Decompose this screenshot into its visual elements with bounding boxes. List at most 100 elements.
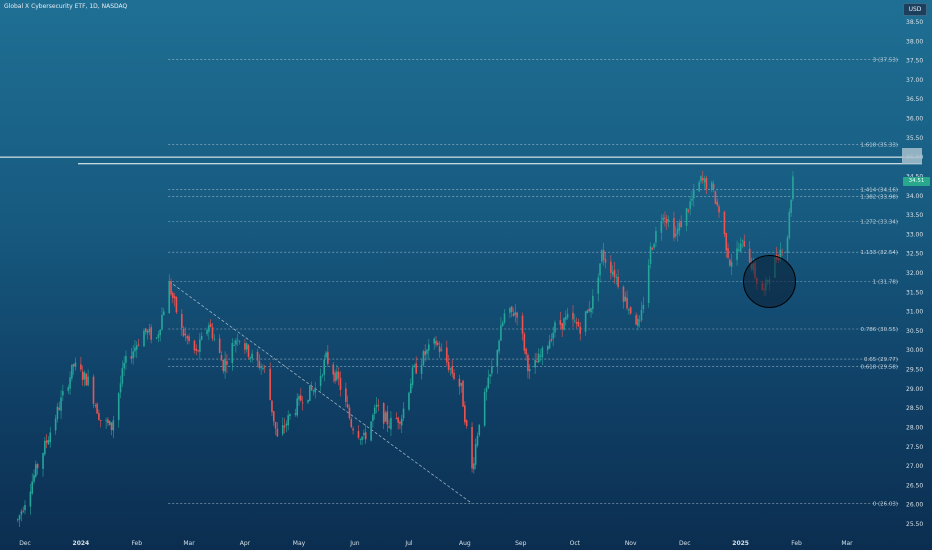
highlight-circle[interactable] (742, 254, 796, 308)
candle-body (664, 217, 666, 219)
candle-body (692, 189, 695, 199)
candle-body (345, 388, 347, 403)
candle-body (231, 342, 234, 364)
candle-body (110, 422, 113, 431)
candle-body (577, 321, 580, 327)
candle-body (487, 377, 490, 389)
x-tick-label: Aug (459, 540, 471, 547)
candle-body (332, 364, 335, 375)
candle-body (372, 414, 374, 421)
candle-body (339, 378, 342, 390)
candle-body (546, 346, 549, 350)
candle-body (712, 184, 715, 189)
candle-body (462, 380, 464, 407)
candle-body (193, 340, 196, 351)
candle-body (736, 248, 738, 260)
candle-body (31, 481, 34, 494)
candle-body (390, 417, 392, 430)
candle-body (729, 259, 731, 266)
candle-body (655, 231, 657, 243)
candle-body (628, 309, 630, 311)
candle-body (476, 435, 479, 446)
candle-body (604, 259, 607, 263)
candle-body (35, 464, 37, 477)
candle-body (460, 383, 463, 386)
candle-body (36, 464, 39, 469)
candle-body (741, 239, 744, 242)
fib-level-label: 0.65 (29.77) (864, 357, 898, 363)
candle-body (572, 312, 574, 320)
candle-body (528, 369, 531, 372)
candle-body (584, 311, 587, 332)
candle-body (218, 338, 221, 353)
candle-body (624, 296, 627, 302)
candle-body (727, 248, 729, 258)
candle-body (471, 426, 473, 469)
candle-body (422, 351, 425, 366)
candle-body (433, 338, 435, 344)
candle-body (402, 408, 405, 419)
candle-body (451, 366, 454, 374)
candle-body (610, 261, 612, 273)
candle-body (509, 307, 511, 313)
candle-body (400, 418, 403, 426)
candle-body (67, 387, 70, 391)
x-axis[interactable]: Dec 2024 Feb Mar Apr May Jun Jul Aug Sep Oct Nov Dec… (19, 540, 853, 547)
candle-body (188, 336, 190, 342)
candle-body (346, 404, 349, 408)
candle-body (125, 355, 127, 363)
horizontal-line-handle[interactable] (902, 148, 922, 164)
candle-body (527, 354, 529, 372)
candle-body (446, 347, 448, 363)
candle-body (247, 345, 250, 357)
candle-body (638, 320, 641, 322)
candle-body (615, 276, 618, 278)
candle-body (117, 393, 120, 421)
candle-body (474, 444, 477, 465)
candle-body (301, 402, 304, 404)
candle-body (548, 340, 551, 349)
x-tick-label: Jul (404, 540, 413, 547)
candle-body (680, 221, 682, 228)
y-axis[interactable]: 25.50 26.00 26.50 27.00 27.50 28.00 28.50 29.00… (906, 19, 923, 528)
candle-body (359, 439, 362, 441)
candle-body (411, 367, 414, 385)
candle-body (184, 333, 187, 336)
candle-body (137, 344, 140, 346)
candle-body (325, 352, 327, 358)
fib-level-label: 3 (37.53) (873, 57, 898, 63)
x-tick-label: Nov (625, 540, 637, 547)
candle-body (249, 357, 252, 359)
x-tick-label: Dec (19, 540, 31, 547)
candle-body (336, 371, 338, 380)
candle-body (453, 373, 455, 379)
candle-body (685, 208, 688, 226)
candle-body (263, 366, 266, 368)
candle-body (175, 296, 178, 313)
trendline[interactable] (169, 281, 473, 504)
candle-body (222, 359, 225, 372)
candle-body (437, 342, 439, 345)
candle-body (236, 339, 239, 341)
candle-body (18, 515, 21, 520)
y-tick-label: 31.00 (906, 309, 923, 316)
candle-body (440, 349, 443, 351)
candle-body (424, 351, 426, 356)
x-tick-label: May (293, 540, 306, 547)
candle-body (44, 440, 46, 455)
candle-body (601, 250, 603, 262)
candle-body (83, 372, 86, 380)
candle-body (224, 359, 226, 372)
candle-body (574, 320, 576, 322)
y-tick-label: 29.00 (906, 386, 923, 393)
candle-body (665, 218, 668, 224)
candle-body (58, 407, 61, 410)
candle-body (94, 405, 97, 406)
candle-body (74, 362, 77, 367)
candle-body (788, 212, 791, 238)
candle-body (458, 378, 461, 387)
candle-body (498, 340, 500, 352)
candle-body (361, 436, 363, 441)
currency-badge[interactable]: USD (903, 3, 927, 16)
